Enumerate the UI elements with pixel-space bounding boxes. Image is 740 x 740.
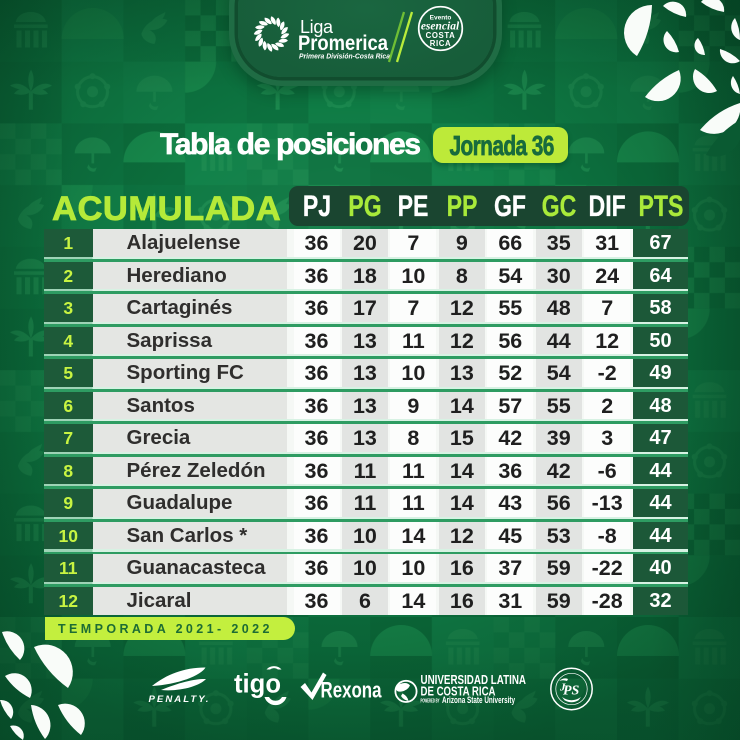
svg-text:UNIVERSIDAD LATINA: UNIVERSIDAD LATINA [421, 672, 527, 687]
svg-text:tigo: tigo [234, 669, 281, 699]
svg-text:DE COSTA RICA: DE COSTA RICA [421, 684, 496, 699]
svg-text:Evento: Evento [430, 15, 452, 22]
svg-text:Rexona: Rexona [321, 677, 382, 702]
svg-text:RICA: RICA [430, 39, 451, 48]
svg-text:PS: PS [563, 684, 580, 699]
svg-text:POWERED BY: POWERED BY [421, 699, 440, 705]
svg-text:Liga: Liga [300, 17, 334, 37]
svg-text:PENALTY.: PENALTY. [149, 694, 211, 705]
svg-text:COSTA: COSTA [426, 31, 456, 40]
svg-text:esencial: esencial [421, 21, 460, 33]
svg-text:J: J [559, 682, 566, 694]
svg-text:Primera División-Costa Rica: Primera División-Costa Rica [299, 52, 390, 61]
svg-text:Promerica: Promerica [298, 32, 388, 55]
svg-text:Arizona State University: Arizona State University [442, 695, 515, 705]
